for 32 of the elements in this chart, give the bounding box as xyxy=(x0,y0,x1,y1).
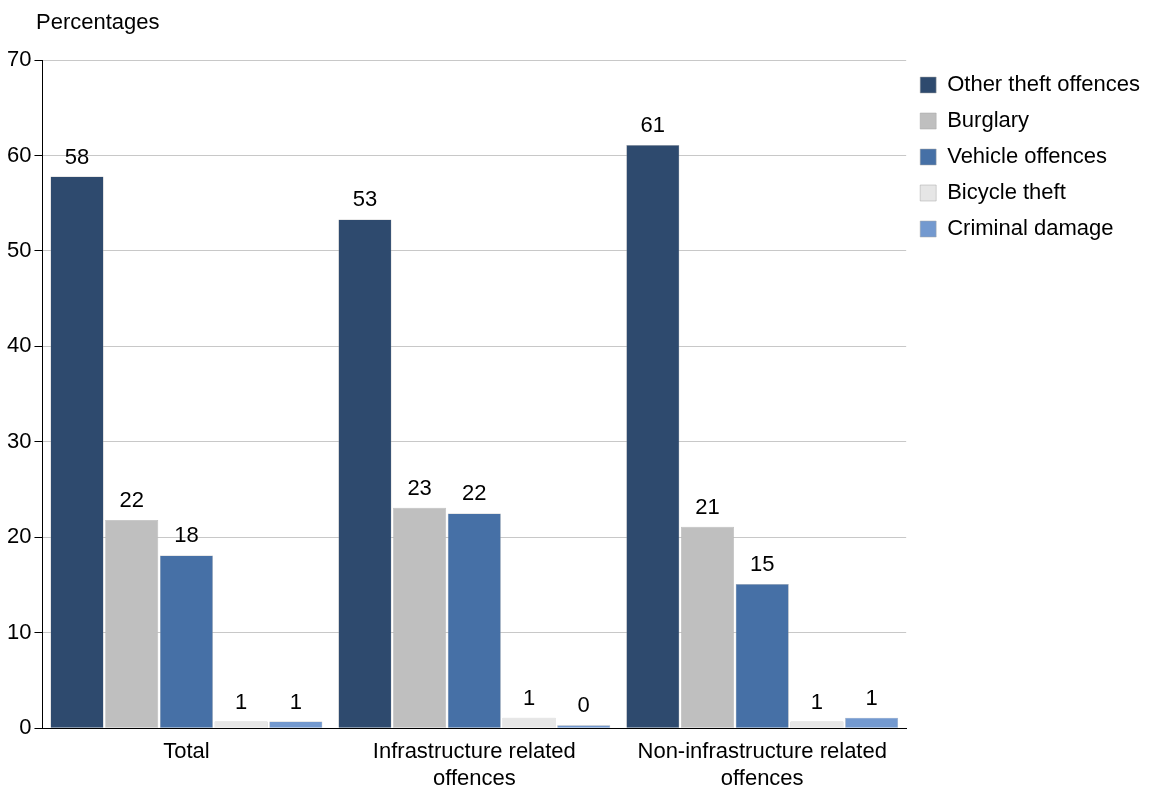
data-label: 58 xyxy=(64,143,90,169)
legend-label: Vehicle offences xyxy=(947,143,1108,169)
y-tick-label: 70 xyxy=(6,46,32,72)
data-label: 18 xyxy=(174,522,199,548)
data-label: 22 xyxy=(119,487,144,513)
y-tick-label: 60 xyxy=(6,141,32,167)
y-tick-label: 50 xyxy=(6,236,32,262)
legend-label: Other theft offences xyxy=(947,71,1141,97)
y-axis-title: Percentages xyxy=(36,9,160,35)
data-label: 0 xyxy=(577,692,590,718)
y-tick-label: 20 xyxy=(6,523,32,549)
data-label: 1 xyxy=(810,688,824,714)
y-tick-label: 0 xyxy=(19,714,32,740)
data-label: 1 xyxy=(865,684,878,710)
legend-label: Burglary xyxy=(947,107,1030,133)
y-tick-label: 10 xyxy=(6,618,32,644)
y-tick-label: 30 xyxy=(6,427,32,453)
data-label: 53 xyxy=(352,186,378,212)
data-label: 15 xyxy=(749,551,775,577)
x-tick-label: Infrastructure related offences xyxy=(372,738,576,790)
x-tick-label: Total xyxy=(163,738,210,764)
data-label: 1 xyxy=(235,688,248,714)
y-tick-label: 40 xyxy=(6,332,32,358)
data-label: 61 xyxy=(640,112,666,138)
data-label: 1 xyxy=(289,688,302,714)
data-label: 21 xyxy=(695,493,720,519)
data-label: 1 xyxy=(522,684,536,710)
data-label: 22 xyxy=(462,480,487,506)
x-tick-label: Non-infrastructure related offences xyxy=(637,738,887,790)
data-label: 23 xyxy=(407,474,432,500)
legend-label: Bicycle theft xyxy=(947,179,1066,205)
legend-label: Criminal damage xyxy=(947,215,1114,241)
